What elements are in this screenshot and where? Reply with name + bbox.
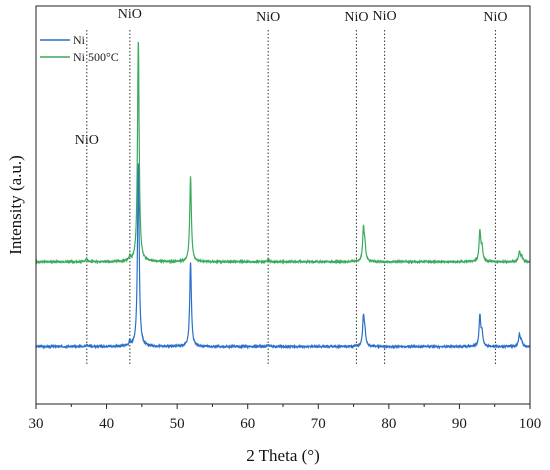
x-axis: 30 40 50 60 70 80 90 100 bbox=[29, 404, 542, 432]
legend-label: Ni bbox=[73, 33, 86, 47]
x-axis-label: 2 Theta (°) bbox=[246, 446, 320, 465]
x-tick-label: 40 bbox=[99, 416, 114, 432]
reference-lines: NiO NiO NiO NiO NiO NiO bbox=[75, 7, 507, 366]
nio-label: NiO bbox=[256, 10, 280, 25]
x-tick-label: 70 bbox=[311, 416, 326, 432]
legend: Ni Ni 500°C bbox=[40, 33, 119, 64]
nio-label: NiO bbox=[75, 133, 99, 148]
x-tick-label: 100 bbox=[519, 416, 542, 432]
x-tick-label: 90 bbox=[452, 416, 467, 432]
nio-label: NiO bbox=[373, 9, 397, 24]
nio-label: NiO bbox=[118, 7, 142, 22]
plot-frame bbox=[35, 5, 531, 405]
x-tick-label: 60 bbox=[240, 416, 255, 432]
y-axis-label: Intensity (a.u.) bbox=[6, 155, 25, 255]
x-tick-label: 80 bbox=[381, 416, 396, 432]
legend-label: Ni 500°C bbox=[73, 50, 119, 64]
series-line-ni bbox=[35, 163, 531, 350]
series-lines bbox=[35, 41, 531, 350]
nio-label: NiO bbox=[483, 10, 507, 25]
x-tick-label: 30 bbox=[29, 416, 44, 432]
nio-label: NiO bbox=[344, 10, 368, 25]
series-line-ni-500c bbox=[35, 41, 531, 265]
x-tick-label: 50 bbox=[170, 416, 185, 432]
